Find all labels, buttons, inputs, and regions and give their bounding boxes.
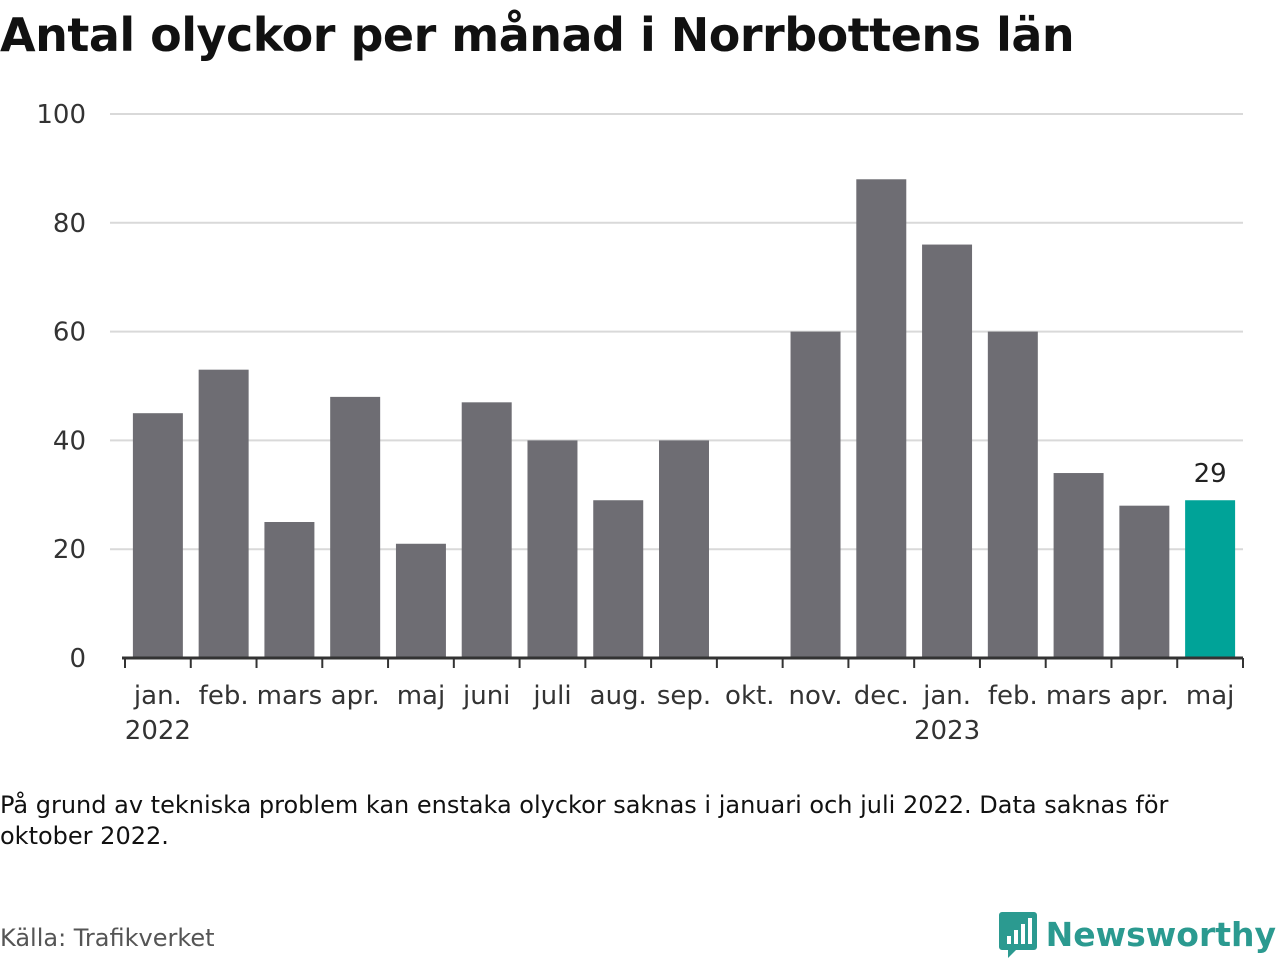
brand-name: Newsworthy <box>1045 914 1276 954</box>
brand-logo[interactable]: Newsworthy <box>998 910 1276 958</box>
bar <box>987 331 1038 658</box>
bar <box>395 543 446 658</box>
x-tick-label: maj <box>397 681 445 711</box>
y-tick-label: 0 <box>69 644 86 674</box>
footnote: På grund av tekniska problem kan enstaka… <box>0 791 1169 850</box>
bar <box>1185 500 1236 658</box>
data-label: 29 <box>1194 459 1227 489</box>
y-tick-label: 60 <box>53 318 86 348</box>
x-tick-label: feb. <box>988 681 1038 711</box>
x-tick-label: mars <box>1046 681 1112 711</box>
bar <box>790 331 841 658</box>
bar <box>593 500 644 658</box>
x-tick-label: aug. <box>590 681 647 711</box>
x-tick-label: apr. <box>331 681 380 711</box>
bar <box>461 402 512 658</box>
x-tick-label: maj <box>1186 681 1234 711</box>
x-tick-label: juli <box>532 681 571 711</box>
x-tick-label: juni <box>462 681 510 711</box>
bar <box>659 440 709 658</box>
y-tick-label: 100 <box>36 100 86 130</box>
bar <box>1053 473 1104 658</box>
x-tick-label: jan. <box>922 681 971 711</box>
bar <box>198 369 249 658</box>
bar <box>1119 505 1170 658</box>
y-tick-label: 20 <box>53 535 86 565</box>
bar-chart-logo-icon <box>998 912 1037 958</box>
y-tick-label: 40 <box>53 426 86 456</box>
x-tick-label: jan. <box>133 681 182 711</box>
x-tick-label: okt. <box>725 681 774 711</box>
x-tick-label: mars <box>257 681 323 711</box>
x-tick-label: feb. <box>199 681 249 711</box>
bar <box>330 396 381 658</box>
y-tick-label: 80 <box>53 209 86 239</box>
x-year-label: 2023 <box>914 716 980 746</box>
bar <box>264 522 315 658</box>
source-credit: Källa: Trafikverket <box>0 924 215 952</box>
bar <box>132 413 183 658</box>
x-tick-label: nov. <box>789 681 843 711</box>
x-tick-label: dec. <box>854 681 909 711</box>
bar <box>856 179 907 658</box>
x-year-label: 2022 <box>125 716 191 746</box>
bar <box>527 440 578 658</box>
x-tick-label: sep. <box>657 681 711 711</box>
chart-title: Antal olyckor per månad i Norrbottens lä… <box>0 8 1075 62</box>
bar <box>922 244 973 658</box>
x-tick-label: apr. <box>1120 681 1169 711</box>
